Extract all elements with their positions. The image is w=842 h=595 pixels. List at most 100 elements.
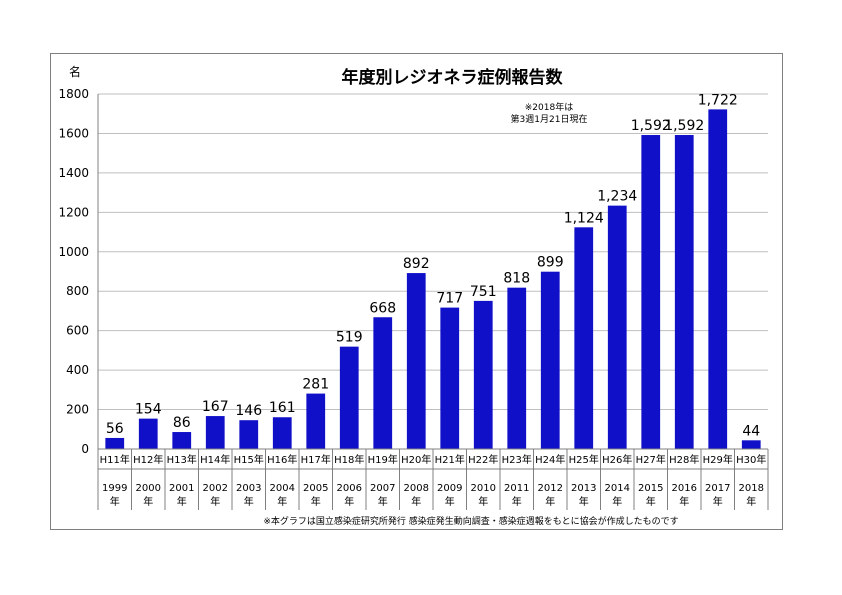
bar — [138, 418, 158, 449]
data-label: 146 — [235, 403, 262, 419]
bar — [641, 135, 661, 449]
y-tick-label: 1600 — [58, 126, 89, 140]
x-category-label: H26年 — [602, 453, 632, 466]
x-year-suffix: 年 — [277, 495, 287, 508]
x-category-label: H25年 — [569, 453, 599, 466]
x-category-label: H29年 — [703, 453, 733, 466]
bar — [507, 287, 527, 449]
x-category-label: H12年 — [133, 453, 163, 466]
x-year-suffix: 年 — [512, 495, 522, 508]
footnote: ※本グラフは国立感染症研究所発行 感染症発生動向調査・感染症週報をもとに協会が作… — [263, 515, 678, 527]
x-year-label: 2011 — [504, 483, 529, 494]
data-label: 1,722 — [698, 92, 738, 108]
data-label: 1,592 — [631, 118, 671, 134]
x-category-label: H21年 — [435, 453, 465, 466]
x-year-suffix: 年 — [143, 495, 153, 508]
chart-title: 年度別レジオネラ症例報告数 — [342, 67, 564, 88]
data-label: 161 — [269, 400, 296, 416]
bar — [741, 440, 761, 449]
x-category-label: H19年 — [368, 453, 398, 466]
bar — [239, 420, 259, 449]
data-label: 281 — [302, 377, 329, 393]
bar — [674, 135, 694, 449]
x-year-label: 2002 — [203, 483, 228, 494]
bar — [105, 437, 125, 449]
data-label: 56 — [106, 421, 124, 437]
chart-frame: 年度別レジオネラ症例報告数 名 0 200 400 600 800 1000 1200 140… — [50, 53, 783, 530]
x-year-suffix: 年 — [244, 495, 254, 508]
x-year-suffix: 年 — [713, 495, 723, 508]
x-year-suffix: 年 — [177, 495, 187, 508]
y-axis-unit-label: 名 — [69, 64, 81, 79]
data-label: 899 — [537, 255, 564, 271]
data-label: 668 — [369, 300, 396, 316]
x-year-label: 2018 — [739, 483, 764, 494]
bar — [540, 271, 560, 449]
x-category-label: H18年 — [334, 453, 364, 466]
gridlines — [97, 93, 768, 450]
bar — [708, 109, 728, 449]
bar — [440, 307, 460, 449]
y-tick-label: 1000 — [58, 245, 89, 259]
x-category-label: H22年 — [468, 453, 498, 466]
data-label: 167 — [202, 399, 229, 415]
bar — [406, 273, 426, 449]
y-tick-label: 1200 — [58, 205, 89, 219]
data-label: 818 — [503, 271, 530, 287]
x-year-label: 2013 — [571, 483, 596, 494]
bar — [473, 300, 493, 449]
x-category-label: H13年 — [167, 453, 197, 466]
x-category-label: H14年 — [200, 453, 230, 466]
bars — [105, 109, 761, 449]
x-year-label: 2000 — [136, 483, 161, 494]
data-label: 717 — [436, 291, 463, 307]
y-tick-label: 1800 — [58, 87, 89, 101]
x-category-label: H23年 — [502, 453, 532, 466]
annotation-line-1: ※2018年は — [525, 101, 573, 113]
x-year-suffix: 年 — [646, 495, 656, 508]
x-category-label: H27年 — [636, 453, 666, 466]
x-year-label: 2015 — [638, 483, 663, 494]
bar — [339, 346, 359, 449]
y-tick-label: 600 — [66, 324, 89, 338]
bar — [574, 227, 594, 449]
x-year-suffix: 年 — [679, 495, 689, 508]
x-year-label: 2001 — [169, 483, 194, 494]
data-label: 1,234 — [597, 189, 637, 205]
data-label: 519 — [336, 330, 363, 346]
x-year-label: 2007 — [370, 483, 395, 494]
x-year-suffix: 年 — [445, 495, 455, 508]
x-category-label: H11年 — [100, 453, 130, 466]
data-label: 86 — [173, 415, 191, 431]
x-year-label: 2004 — [270, 483, 295, 494]
x-category-label: H16年 — [267, 453, 297, 466]
bar — [373, 317, 393, 449]
x-year-label: 2012 — [538, 483, 563, 494]
x-year-suffix: 年 — [612, 495, 622, 508]
x-year-suffix: 年 — [210, 495, 220, 508]
x-category-label: H30年 — [736, 453, 766, 466]
data-label: 751 — [470, 284, 497, 300]
x-year-suffix: 年 — [746, 495, 756, 508]
x-year-suffix: 年 — [411, 495, 421, 508]
x-year-suffix: 年 — [378, 495, 388, 508]
y-tick-label: 0 — [81, 442, 89, 456]
x-year-label: 2008 — [404, 483, 429, 494]
x-year-suffix: 年 — [545, 495, 555, 508]
data-label: 1,592 — [664, 118, 704, 134]
x-year-label: 2010 — [471, 483, 496, 494]
y-axis-ticks: 0 200 400 600 800 1000 1200 1400 1600 1800 — [58, 87, 89, 456]
y-tick-label: 800 — [66, 284, 89, 298]
x-year-label: 2005 — [303, 483, 328, 494]
data-labels: 56 154 86 167 146 161 281 519 668 892 717 751 818 899… — [106, 92, 760, 439]
x-year-label: 2003 — [236, 483, 261, 494]
x-category-label: H20年 — [401, 453, 431, 466]
x-category-label: H17年 — [301, 453, 331, 466]
y-tick-label: 400 — [66, 363, 89, 377]
y-tick-label: 200 — [66, 403, 89, 417]
x-year-label: 2016 — [672, 483, 697, 494]
data-label: 44 — [742, 423, 760, 439]
x-category-label: H28年 — [669, 453, 699, 466]
x-year-suffix: 年 — [110, 495, 120, 508]
bar — [205, 416, 225, 449]
